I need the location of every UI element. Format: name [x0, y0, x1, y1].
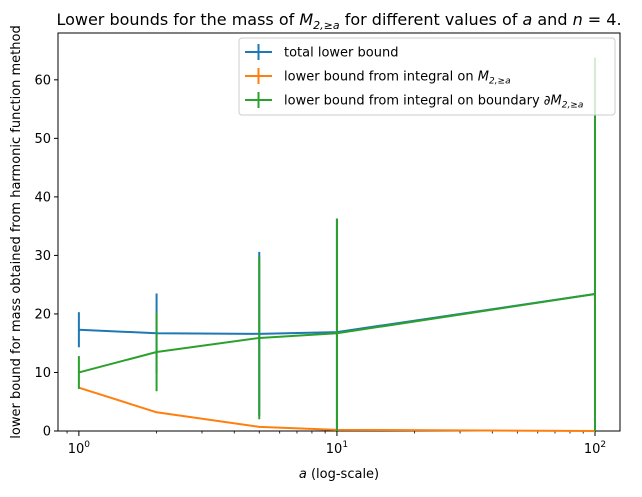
legend-label-boundary-sym: M	[551, 94, 562, 109]
chart-title-a: a	[522, 10, 532, 29]
chart-title-mid: for different values of	[340, 10, 523, 29]
x-tick-label: 101	[326, 440, 348, 457]
legend-label-boundary: lower bound from integral on boundary ∂M…	[284, 94, 583, 111]
chart-title-and: and	[532, 10, 572, 29]
chart-title-eq: = 4.	[583, 10, 622, 29]
series-2	[77, 57, 596, 431]
chart-title-m: M	[299, 10, 313, 29]
y-tick-label: 60	[34, 73, 51, 88]
series-layer	[77, 57, 596, 432]
legend-label-total: total lower bound	[284, 46, 398, 61]
legend-box	[238, 37, 616, 116]
legend-label-integral-text: lower bound from integral on	[284, 70, 478, 85]
legend-label-boundary-sub: 2,≥a	[562, 101, 584, 111]
series-1	[78, 386, 595, 432]
x-tick-label: 102	[584, 440, 606, 457]
y-tick-label: 20	[34, 307, 51, 322]
legend-label-integral-sym: M	[478, 70, 489, 85]
y-axis-ticks: 0 10 20 30 40 50 60	[34, 73, 58, 440]
x-axis-label-rest: (log-scale)	[307, 467, 379, 482]
chart-title-m-sub: 2,≥a	[313, 19, 340, 32]
x-tick-label: 100	[68, 440, 91, 457]
legend: total lower bound lower bound from integ…	[238, 37, 616, 116]
x-axis-label: a (log-scale)	[299, 467, 379, 482]
chart-title: Lower bounds for the mass of M2,≥a for d…	[56, 10, 621, 32]
y-tick-label: 50	[34, 132, 51, 147]
series-line	[78, 386, 595, 432]
chart-title-prefix: Lower bounds for the mass of	[56, 10, 299, 29]
legend-label-integral-sub: 2,≥a	[489, 77, 511, 87]
x-axis-ticks: 100 101 102	[66, 431, 606, 457]
y-tick-label: 10	[34, 366, 51, 381]
plot-area-frame	[57, 32, 621, 432]
legend-label-integral: lower bound from integral on M2,≥a	[284, 70, 511, 87]
y-tick-label: 0	[43, 425, 51, 440]
y-tick-label: 40	[34, 190, 51, 205]
legend-label-boundary-text: lower bound from integral on boundary ∂	[284, 94, 551, 109]
x-axis-label-a: a	[299, 467, 307, 482]
chart-title-n: n	[573, 10, 583, 29]
y-axis-label: lower bound for mass obtained from harmo…	[9, 25, 24, 438]
y-tick-label: 30	[34, 249, 51, 264]
